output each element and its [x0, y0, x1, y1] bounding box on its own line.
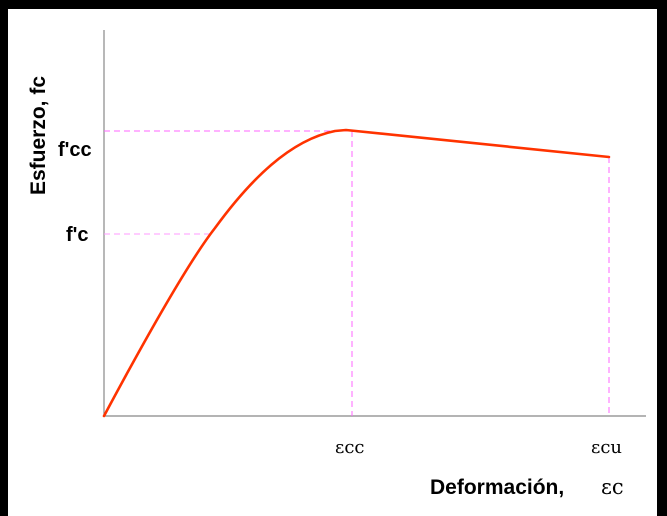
- y-axis-title: Esfuerzo, fc: [27, 76, 50, 195]
- y-tick-fc: f'c: [66, 224, 89, 246]
- figure-panel: [8, 9, 657, 516]
- x-axis-symbol: εc: [601, 475, 624, 499]
- x-tick-ecu: εcu: [591, 437, 622, 458]
- stress-strain-curve: [102, 128, 611, 418]
- x-axis-title: Deformación,: [430, 476, 564, 499]
- x-tick-ecc: εcc: [335, 437, 365, 458]
- y-tick-fcc: f'cc: [58, 139, 92, 161]
